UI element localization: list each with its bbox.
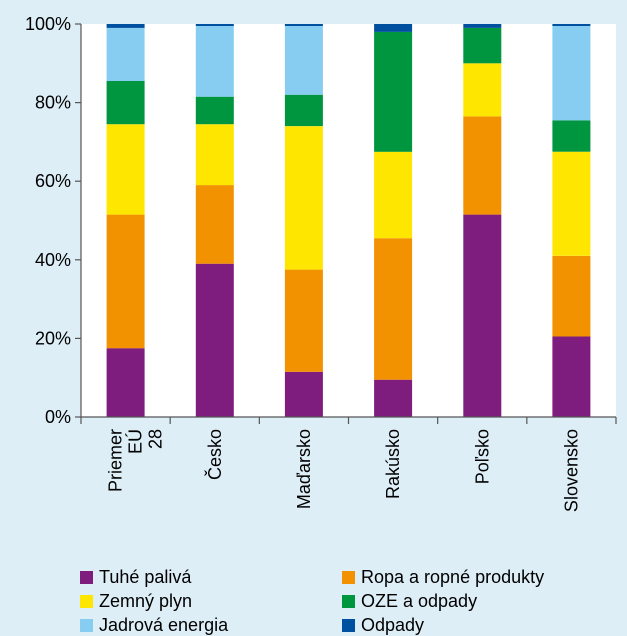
bar-segment bbox=[106, 348, 145, 417]
y-tick-label: 80% bbox=[35, 93, 71, 113]
bar-segment bbox=[463, 27, 502, 64]
bar-segment bbox=[552, 120, 591, 152]
legend: Tuhé palivá Ropa a ropné produkty Zemný … bbox=[80, 566, 602, 636]
x-tick-label: Rakúsko bbox=[383, 429, 403, 499]
bar-segment bbox=[463, 63, 502, 117]
legend-label: Ropa a ropné produkty bbox=[361, 566, 545, 587]
y-tick-label: 20% bbox=[35, 328, 71, 348]
legend-item-jadrova: Jadrová energia bbox=[80, 614, 342, 636]
legend-swatch bbox=[342, 618, 355, 632]
legend-label: Tuhé palivá bbox=[99, 566, 192, 587]
bar-segment bbox=[106, 27, 145, 81]
bar-segment bbox=[195, 124, 234, 186]
legend-swatch bbox=[80, 618, 93, 632]
x-tick-label: Poľsko bbox=[472, 429, 492, 484]
legend-item-ropa: Ropa a ropné produkty bbox=[342, 566, 602, 588]
bar-segment bbox=[106, 24, 145, 28]
y-tick-label: 0% bbox=[45, 407, 71, 427]
legend-label: Odpady bbox=[361, 614, 425, 635]
bar-segment bbox=[552, 151, 591, 256]
x-tick-label: Česko bbox=[204, 429, 225, 480]
y-tick-label: 60% bbox=[35, 171, 71, 191]
bar-segment bbox=[374, 151, 413, 239]
bar-segment bbox=[552, 24, 591, 26]
bar-segment bbox=[284, 371, 323, 417]
bar-segment bbox=[106, 214, 145, 349]
bar-segment bbox=[374, 238, 413, 380]
bar-segment bbox=[463, 116, 502, 215]
plot-area bbox=[81, 24, 616, 417]
legend-label: OZE a odpady bbox=[361, 590, 478, 611]
bar-segment bbox=[195, 263, 234, 417]
bar-segment bbox=[284, 269, 323, 372]
legend-item-zemny-plyn: Zemný plyn bbox=[80, 590, 342, 612]
legend-label: Zemný plyn bbox=[99, 590, 193, 611]
bar-segment bbox=[284, 94, 323, 127]
bar-segment bbox=[195, 96, 234, 125]
legend-swatch bbox=[80, 594, 93, 608]
bar-segment bbox=[374, 24, 413, 32]
x-tick-label: PriemerEÚ28 bbox=[106, 429, 166, 492]
bar-segment bbox=[374, 379, 413, 417]
bar-segment bbox=[284, 126, 323, 270]
bar-segment bbox=[552, 255, 591, 337]
legend-swatch bbox=[342, 570, 355, 584]
bar-segment bbox=[552, 336, 591, 417]
legend-item-oze: OZE a odpady bbox=[342, 590, 602, 612]
bar-segment bbox=[195, 185, 234, 264]
legend-swatch bbox=[80, 570, 93, 584]
bar-segment bbox=[106, 124, 145, 215]
x-tick-label: Maďarsko bbox=[294, 429, 314, 509]
bar-segment bbox=[284, 26, 323, 95]
y-tick-label: 40% bbox=[35, 250, 71, 270]
y-tick-label: 100% bbox=[25, 14, 71, 34]
bar-segment bbox=[106, 81, 145, 125]
x-tick-label: Slovensko bbox=[561, 429, 581, 512]
bar-segment bbox=[463, 24, 502, 28]
bar-segment bbox=[374, 31, 413, 152]
legend-item-odpady: Odpady bbox=[342, 614, 602, 636]
legend-swatch bbox=[342, 594, 355, 608]
bar-segment bbox=[552, 26, 591, 121]
bar-segment bbox=[195, 26, 234, 97]
legend-label: Jadrová energia bbox=[99, 614, 229, 635]
stacked-bar-chart: 0% 20% 40% 60% 80% 100% PriemerEÚ28 Česko Maďars… bbox=[25, 14, 617, 512]
legend-item-tuhe-paliva: Tuhé palivá bbox=[80, 566, 342, 588]
bar-segment bbox=[195, 24, 234, 26]
bar-segment bbox=[463, 214, 502, 417]
bar-segment bbox=[284, 24, 323, 26]
